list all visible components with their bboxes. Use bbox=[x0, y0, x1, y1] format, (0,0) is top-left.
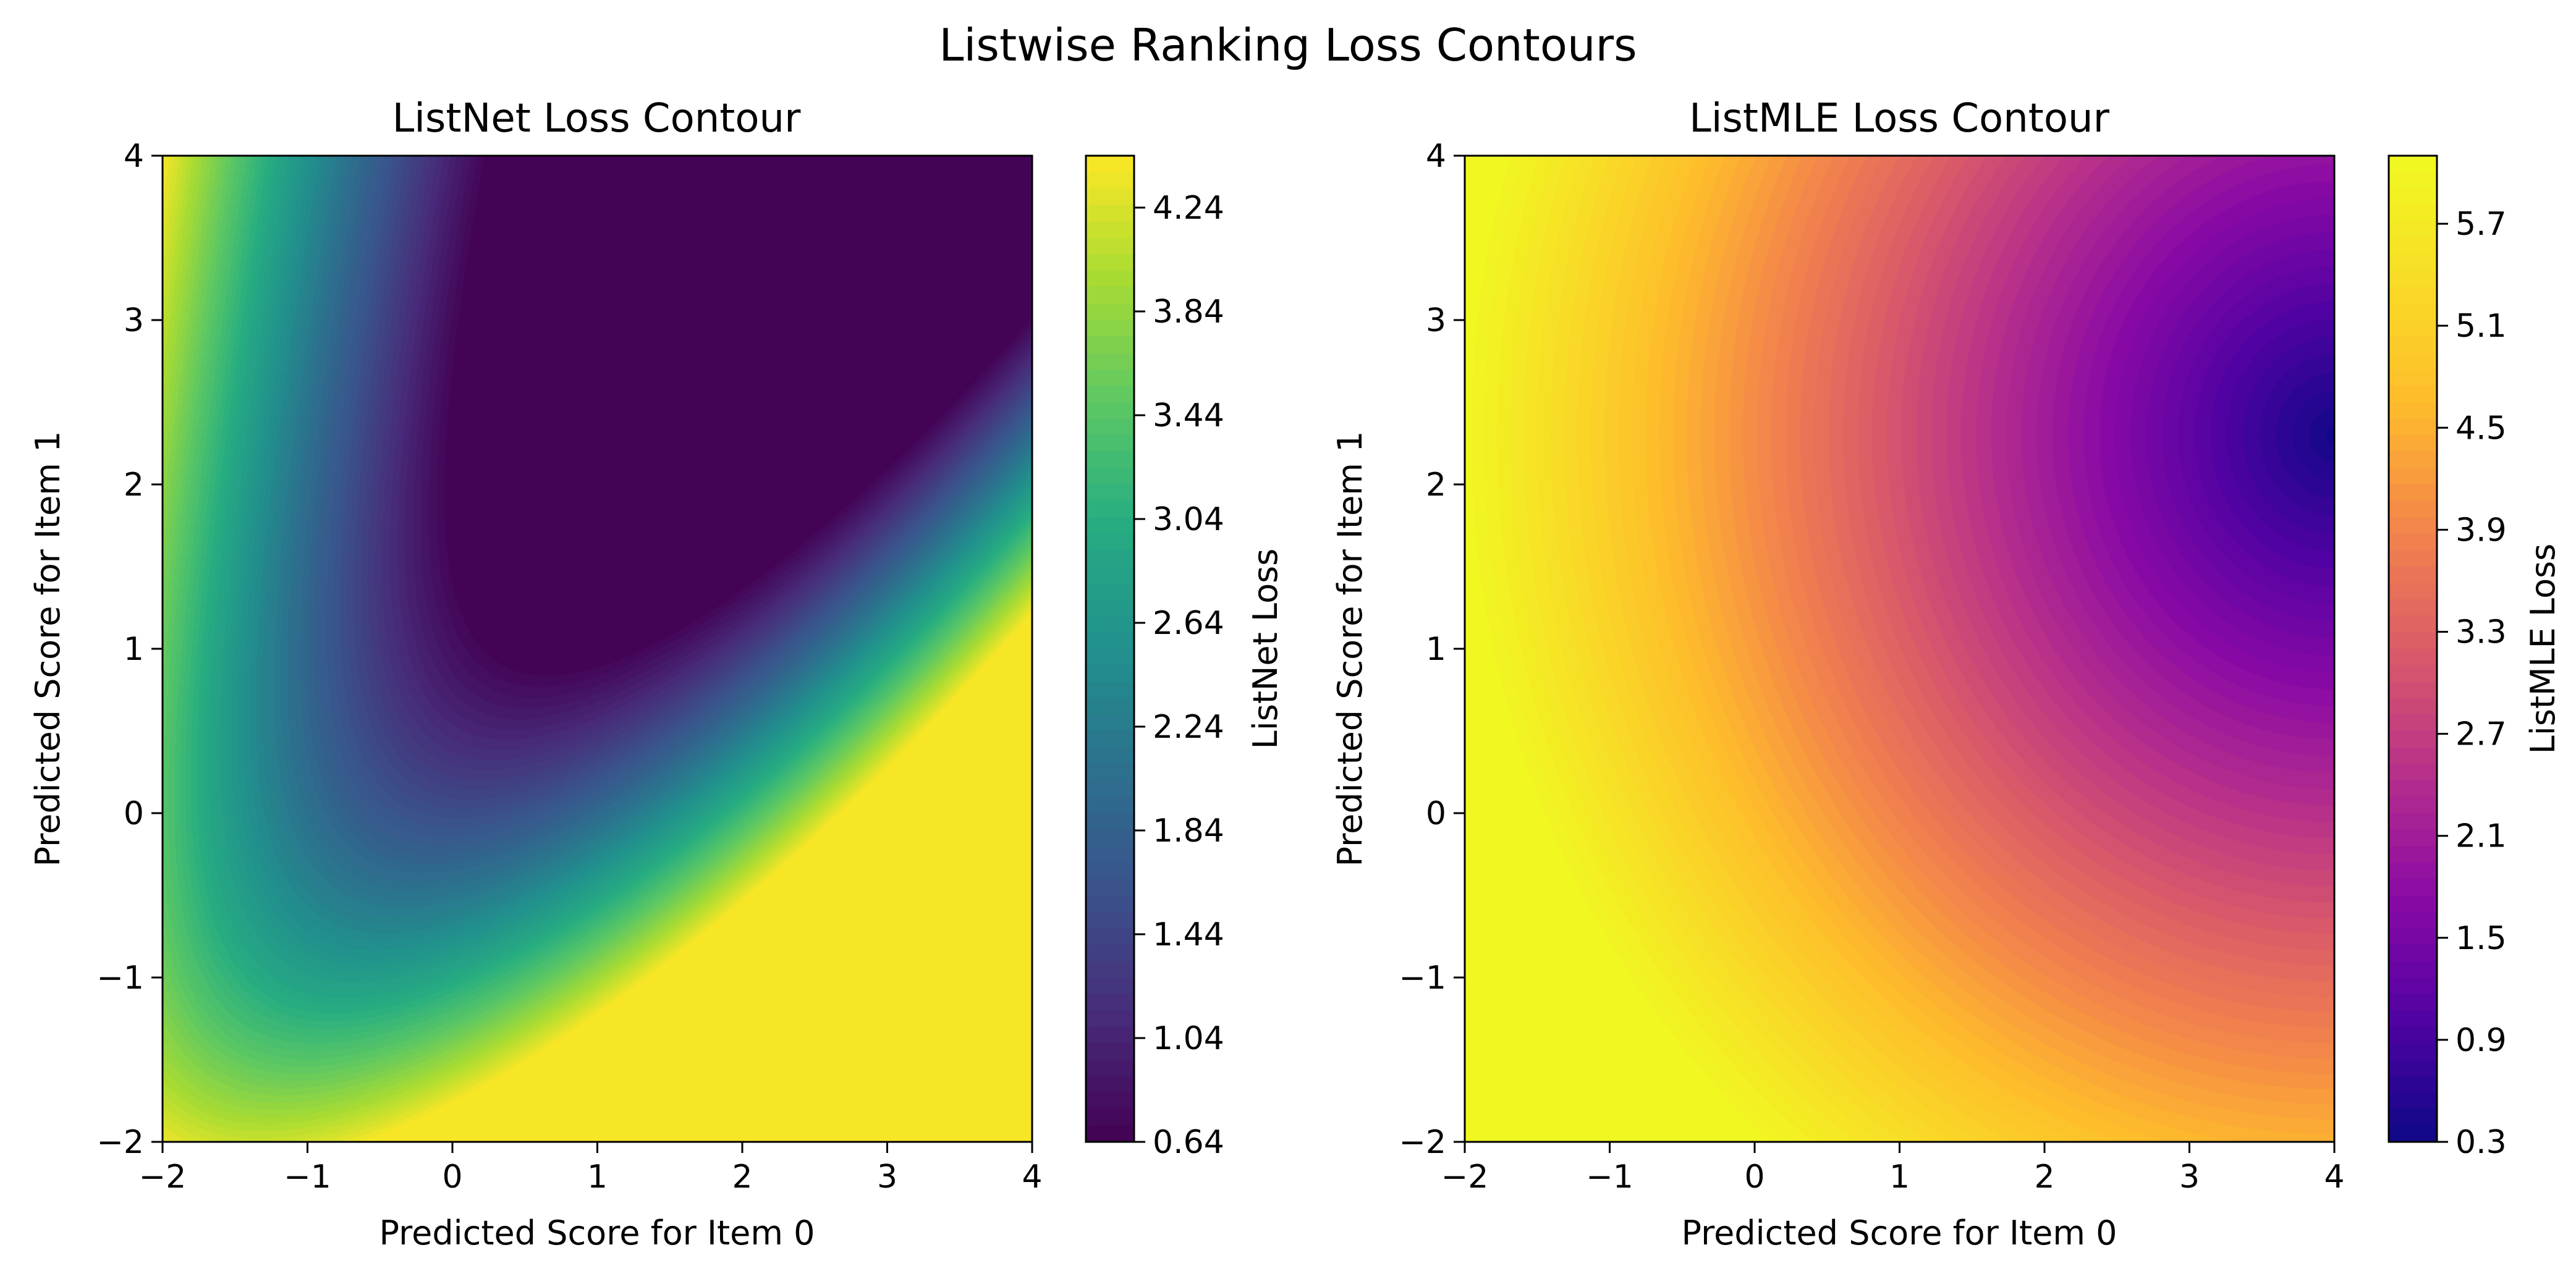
listmle-colorbar-label: ListMLE Loss bbox=[2523, 544, 2562, 754]
listnet-contour-plot bbox=[163, 156, 1032, 1142]
y-tick-label: −1 bbox=[1399, 960, 1446, 997]
colorbar-tick-label: 3.04 bbox=[1153, 501, 1224, 538]
y-tick-label: −2 bbox=[1399, 1124, 1446, 1161]
x-tick-label: −1 bbox=[1586, 1159, 1633, 1196]
listmle-colorbar bbox=[2389, 156, 2437, 1142]
x-tick-label: 4 bbox=[1022, 1159, 1042, 1196]
colorbar-tick-label: 1.84 bbox=[1153, 813, 1224, 850]
x-tick-label: −2 bbox=[1441, 1159, 1489, 1196]
x-tick-label: −2 bbox=[139, 1159, 187, 1196]
y-tick-label: −2 bbox=[96, 1124, 144, 1161]
colorbar-tick-label: 5.7 bbox=[2455, 206, 2507, 243]
listmle-y-axis-label: Predicted Score for Item 1 bbox=[1331, 431, 1370, 867]
x-tick-label: 4 bbox=[2324, 1159, 2344, 1196]
figure-title: Listwise Ranking Loss Contours bbox=[939, 19, 1637, 71]
colorbar-tick-label: 0.9 bbox=[2455, 1022, 2507, 1059]
colorbar-tick-label: 1.5 bbox=[2455, 920, 2507, 957]
x-tick-label: −1 bbox=[284, 1159, 331, 1196]
y-tick-label: 0 bbox=[1426, 795, 1446, 832]
listnet-panel: ListNet Loss Contour −2 −1 0 1 2 3 4−2−101234 … bbox=[28, 96, 1285, 1252]
listmle-contour-plot bbox=[1465, 156, 2334, 1142]
y-tick-label: 1 bbox=[124, 631, 144, 668]
colorbar-tick-label: 0.64 bbox=[1153, 1124, 1224, 1161]
colorbar-tick-label: 0.3 bbox=[2455, 1124, 2507, 1161]
y-tick-label: 1 bbox=[1426, 631, 1446, 668]
x-tick-label: 3 bbox=[2179, 1159, 2200, 1196]
listmle-axis-ticks: −2 −1 0 1 2 3 4 −2 −1 0 1 2 3 4 bbox=[1399, 138, 2344, 1196]
listmle-colorbar-frame bbox=[2387, 154, 2438, 1143]
listnet-x-axis-label: Predicted Score for Item 0 bbox=[379, 1214, 815, 1252]
listmle-panel: ListMLE Loss Contour −2 −1 0 1 2 3 4−2−101234 … bbox=[1331, 96, 2562, 1252]
listmle-x-axis-label: Predicted Score for Item 0 bbox=[1682, 1214, 2117, 1252]
colorbar-tick-label: 2.24 bbox=[1153, 709, 1224, 746]
x-tick-label: 3 bbox=[877, 1159, 897, 1196]
x-tick-label: 0 bbox=[1744, 1159, 1765, 1196]
y-tick-label: 2 bbox=[124, 467, 144, 504]
colorbar-tick-label: 4.24 bbox=[1153, 190, 1224, 227]
colorbar-tick-label: 3.44 bbox=[1153, 397, 1224, 434]
x-tick-label: 1 bbox=[587, 1159, 608, 1196]
x-tick-label: 0 bbox=[442, 1159, 462, 1196]
colorbar-tick-label: 1.44 bbox=[1153, 916, 1224, 953]
y-tick-label: 4 bbox=[1426, 138, 1446, 175]
listnet-axis-ticks: −2 −1 0 1 2 3 4 −2 −1 0 1 2 3 4 bbox=[96, 138, 1042, 1196]
listnet-axes-title: ListNet Loss Contour bbox=[392, 96, 802, 141]
colorbar-tick-label: 5.1 bbox=[2455, 308, 2507, 345]
listmle-colorbar-ticks: 0.3 0.9 1.5 2.1 2.7 3.3 3.9 4.5 5.1 5.7 bbox=[2437, 206, 2507, 1161]
listnet-y-axis-label: Predicted Score for Item 1 bbox=[28, 431, 67, 867]
listnet-colorbar-frame bbox=[1085, 154, 1135, 1143]
colorbar-tick-label: 2.1 bbox=[2455, 818, 2507, 855]
listnet-colorbar-ticks: 0.64 1.04 1.44 1.84 2.24 2.64 3.04 3.44 3.84 4.24 bbox=[1134, 190, 1224, 1161]
y-tick-label: −1 bbox=[96, 960, 144, 997]
y-tick-label: 3 bbox=[124, 302, 144, 339]
y-tick-label: 2 bbox=[1426, 467, 1446, 504]
colorbar-tick-label: 2.7 bbox=[2455, 716, 2507, 753]
x-tick-label: 1 bbox=[1889, 1159, 1910, 1196]
y-tick-label: 4 bbox=[124, 138, 144, 175]
colorbar-tick-label: 3.9 bbox=[2455, 512, 2507, 549]
colorbar-tick-label: 3.84 bbox=[1153, 293, 1224, 331]
listmle-axes-title: ListMLE Loss Contour bbox=[1689, 96, 2109, 141]
x-tick-label: 2 bbox=[2034, 1159, 2054, 1196]
listnet-colorbar bbox=[1086, 156, 1134, 1142]
listnet-colorbar-label: ListNet Loss bbox=[1246, 549, 1285, 750]
colorbar-tick-label: 1.04 bbox=[1153, 1020, 1224, 1057]
x-tick-label: 2 bbox=[732, 1159, 752, 1196]
y-tick-label: 3 bbox=[1426, 302, 1446, 339]
colorbar-tick-label: 3.3 bbox=[2455, 614, 2507, 651]
colorbar-tick-label: 4.5 bbox=[2455, 410, 2507, 447]
colorbar-tick-label: 2.64 bbox=[1153, 605, 1224, 642]
y-tick-label: 0 bbox=[124, 795, 144, 832]
